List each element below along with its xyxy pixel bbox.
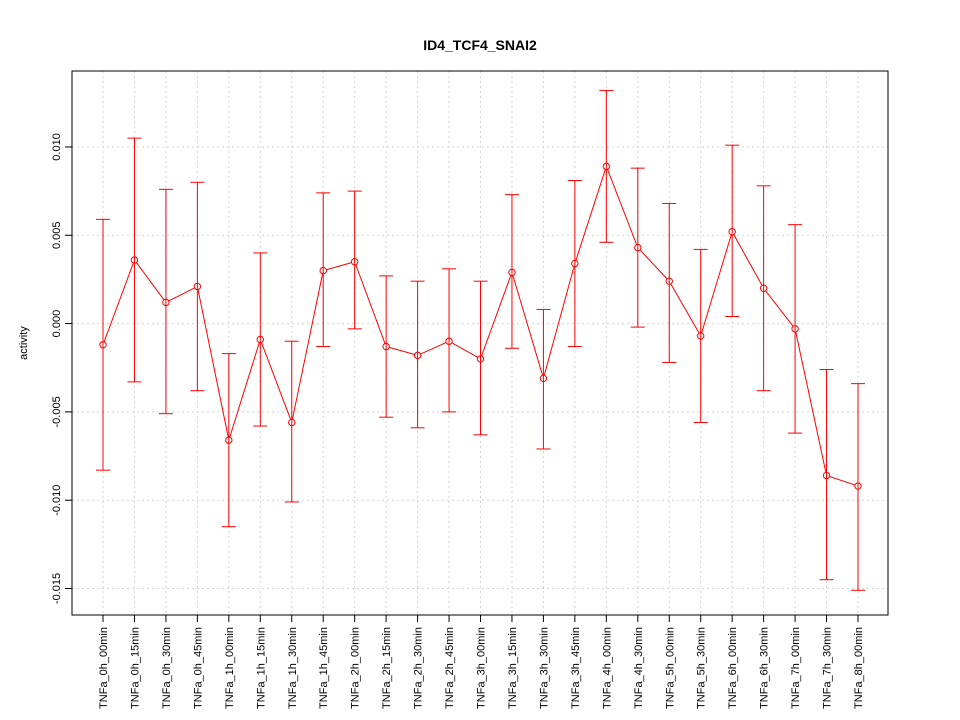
data-point: [822, 471, 831, 480]
data-point: [571, 259, 579, 268]
series-line-segment: [420, 342, 447, 355]
x-tick-label: TNFa_5h_30min: [696, 627, 708, 709]
x-tick-label: TNFa_4h_30min: [633, 627, 645, 709]
y-tick-label: -0.015: [51, 573, 63, 604]
series-line-segment: [168, 287, 195, 302]
data-point: [791, 325, 799, 333]
series-line-segment: [701, 234, 732, 334]
series-line-segment: [829, 476, 856, 486]
data-point: [382, 342, 390, 351]
data-point: [445, 337, 453, 345]
data-point: [665, 277, 673, 285]
x-tick-label: TNFa_3h_45min: [570, 627, 582, 709]
y-tick-label: 0.000: [51, 310, 63, 338]
series-line-segment: [451, 342, 478, 358]
data-point: [130, 256, 139, 264]
x-tick-label: TNFa_2h_30min: [413, 627, 425, 709]
series-line-segment: [389, 346, 415, 355]
data-point: [539, 374, 548, 383]
y-axis: -0.015 -0.010 -0.005 0.000 0.005 0.010: [51, 133, 73, 604]
data-point: [288, 418, 296, 427]
data-point: [602, 162, 611, 171]
y-tick-label: -0.010: [51, 485, 63, 516]
x-tick-label: TNFa_3h_30min: [538, 627, 550, 709]
series-line-segment: [355, 264, 386, 344]
x-tick-label: TNFa_7h_30min: [822, 627, 834, 709]
y-tick-label: 0.005: [51, 221, 63, 249]
data-point: [634, 243, 642, 252]
x-tick-label: TNFa_7h_00min: [790, 627, 802, 709]
series-line: [103, 169, 856, 486]
series-line-segment: [639, 249, 668, 280]
series-line-segment: [543, 266, 575, 376]
y-tick-label: -0.005: [51, 396, 63, 427]
series-line-segment: [765, 290, 794, 327]
series-line-segment: [135, 262, 165, 301]
series-line-segment: [260, 342, 292, 420]
data-point: [697, 332, 705, 340]
x-tick-label: TNFa_4h_00min: [601, 627, 613, 709]
series-line-segment: [229, 342, 260, 438]
data-point: [413, 351, 422, 360]
x-tick-label: TNFa_0h_30min: [161, 627, 173, 709]
x-tick-label: TNFa_8h_00min: [853, 627, 865, 709]
x-tick-label: TNFa_0h_15min: [129, 627, 141, 709]
y-axis-label: activity: [18, 326, 30, 360]
x-axis: TNFa_0h_00min TNFa_0h_15min TNFa_0h_30min T…: [98, 614, 865, 709]
data-point: [508, 268, 516, 277]
data-point: [225, 436, 233, 444]
data-point: [476, 355, 485, 363]
data-point: [256, 335, 264, 344]
y-tick-label: 0.010: [51, 133, 63, 161]
x-tick-label: TNFa_1h_00min: [224, 627, 236, 709]
series-line-segment: [670, 283, 700, 334]
data-point: [99, 341, 107, 349]
error-bars: [96, 89, 865, 591]
series-line-segment: [291, 273, 324, 420]
x-tick-label: TNFa_0h_45min: [192, 627, 204, 709]
data-points: [99, 162, 862, 490]
x-tick-label: TNFa_1h_15min: [255, 627, 267, 709]
series-line-segment: [326, 262, 352, 271]
data-point: [319, 266, 327, 275]
x-tick-label: TNFa_5h_00min: [664, 627, 676, 709]
data-point: [162, 298, 170, 307]
series-line-segment: [575, 169, 606, 261]
x-tick-label: TNFa_6h_00min: [727, 627, 739, 709]
x-tick-label: TNFa_1h_45min: [318, 627, 330, 709]
chart-title: ID4_TCF4_SNAI2: [423, 37, 537, 53]
data-point: [350, 258, 359, 266]
series-line-segment: [103, 262, 134, 342]
x-tick-label: TNFa_2h_00min: [350, 627, 362, 709]
series-line-segment: [481, 275, 512, 357]
series-line-segment: [512, 275, 543, 376]
x-tick-label: TNFa_2h_15min: [381, 627, 393, 709]
x-tick-label: TNFa_2h_45min: [444, 627, 456, 709]
series-line-segment: [733, 234, 763, 286]
x-tick-label: TNFa_6h_30min: [759, 627, 771, 709]
data-point: [728, 228, 736, 236]
x-tick-label: TNFa_3h_15min: [507, 627, 519, 709]
x-tick-label: TNFa_1h_30min: [287, 627, 299, 709]
x-tick-label: TNFa_3h_00min: [476, 627, 488, 709]
series-line-segment: [607, 169, 638, 245]
x-tick-label: TNFa_0h_00min: [98, 627, 110, 709]
data-point: [193, 282, 202, 291]
data-point: [759, 284, 768, 292]
series-line-segment: [197, 289, 229, 438]
data-point: [854, 482, 862, 490]
series-line-segment: [795, 331, 827, 473]
